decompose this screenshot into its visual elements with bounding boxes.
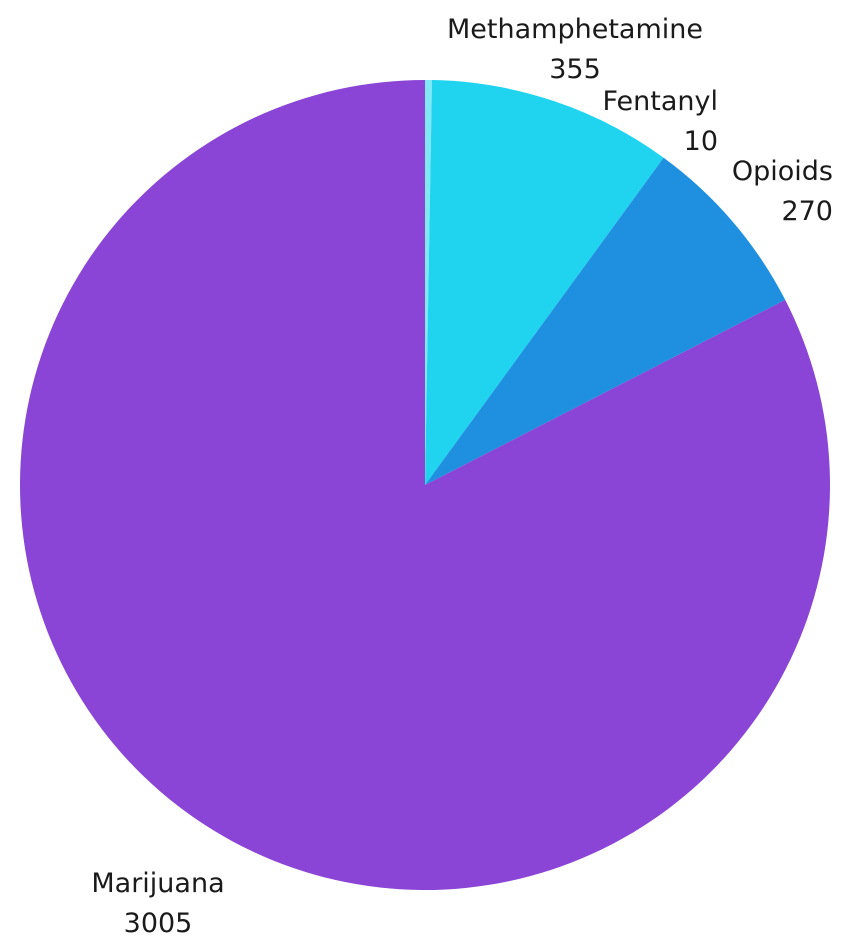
slice-value-marijuana: 3005 (124, 908, 193, 938)
pie-slices (19, 80, 830, 890)
slice-label-methamphetamine: Methamphetamine (447, 14, 703, 45)
pie-labels: Fentanyl 10 Methamphetamine 355 Opioids 270 Ma… (91, 14, 833, 939)
slice-value-fentanyl: 10 (684, 126, 718, 157)
slice-value-opioids: 270 (781, 196, 833, 227)
pie-slice-methamphetamine (425, 80, 664, 485)
pie-slice-fentanyl (425, 80, 432, 485)
pie-slice-opioids (425, 157, 786, 485)
slice-label-marijuana: Marijuana (91, 868, 224, 899)
pie-slice-marijuana (19, 80, 830, 890)
slice-value-methamphetamine: 355 (549, 54, 601, 85)
slice-label-fentanyl: Fentanyl (602, 86, 718, 117)
slice-label-opioids: Opioids (732, 156, 833, 187)
